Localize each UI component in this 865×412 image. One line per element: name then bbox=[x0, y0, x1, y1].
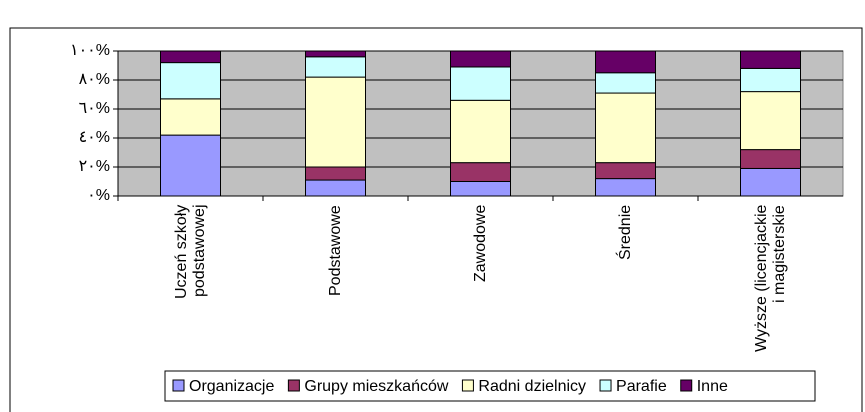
bar-segment bbox=[595, 178, 656, 197]
bar-segment bbox=[160, 134, 221, 197]
legend-label: Radni dzielnicy bbox=[478, 378, 586, 395]
bar-segment bbox=[160, 50, 221, 64]
y-tick-label: ١٠٠% bbox=[70, 42, 110, 59]
bar-segment bbox=[740, 91, 801, 151]
bar-segment bbox=[305, 56, 366, 78]
bar-segment bbox=[160, 62, 221, 100]
bar-segment bbox=[450, 99, 511, 164]
bar-segment bbox=[740, 149, 801, 169]
x-tick-label: Zawodowe bbox=[471, 205, 489, 283]
bar-segment bbox=[305, 50, 366, 58]
legend-box bbox=[164, 370, 816, 402]
x-tick-label: Średnie bbox=[616, 205, 634, 261]
x-tick-label: Podstawowe bbox=[326, 205, 344, 296]
bar-segment bbox=[595, 92, 656, 164]
legend-swatch bbox=[287, 379, 300, 392]
legend-swatch bbox=[172, 379, 185, 392]
y-tick-label: ٦٠% bbox=[79, 100, 110, 117]
legend-swatch bbox=[599, 379, 612, 392]
bar-segment bbox=[595, 72, 656, 94]
bar-segment bbox=[450, 66, 511, 101]
bar-segment bbox=[450, 181, 511, 197]
y-tick-label: ٨٠% bbox=[79, 71, 110, 88]
bar-segment bbox=[305, 76, 366, 168]
bar-segment bbox=[160, 98, 221, 136]
legend-label: Organizacje bbox=[189, 378, 274, 395]
bar-segment bbox=[450, 162, 511, 182]
legend-label: Parafie bbox=[616, 378, 667, 395]
y-tick-label: ٤٠% bbox=[79, 129, 110, 146]
y-tick-label: ٠% bbox=[87, 187, 110, 204]
legend-swatch bbox=[461, 379, 474, 392]
bar-segment bbox=[305, 166, 366, 181]
bar-segment bbox=[740, 167, 801, 197]
legend-label: Inne bbox=[697, 378, 728, 395]
y-tick-label: ٢٠% bbox=[79, 158, 110, 175]
bar-segment bbox=[740, 50, 801, 69]
legend-swatch bbox=[680, 379, 693, 392]
x-tick-label: Wyższe (licencjackie i magisterskie bbox=[752, 205, 788, 353]
legend-label: Grupy mieszkańców bbox=[304, 378, 448, 395]
bar-segment bbox=[305, 179, 366, 197]
bar-segment bbox=[450, 50, 511, 68]
bar-segment bbox=[595, 162, 656, 180]
bar-segment bbox=[740, 67, 801, 93]
bar-segment bbox=[595, 50, 656, 74]
x-tick-label: Uczeń szkoły podstawowej bbox=[172, 205, 208, 300]
